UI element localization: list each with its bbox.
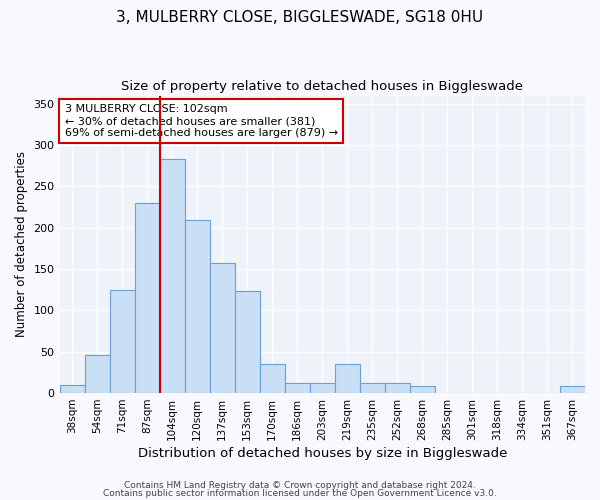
Text: Contains public sector information licensed under the Open Government Licence v3: Contains public sector information licen…	[103, 488, 497, 498]
Bar	[335, 364, 360, 393]
Y-axis label: Number of detached properties: Number of detached properties	[15, 152, 28, 338]
Bar	[185, 220, 209, 393]
Bar	[85, 355, 110, 393]
Bar	[285, 383, 310, 393]
Bar	[134, 203, 160, 393]
Bar	[310, 383, 335, 393]
Bar	[260, 364, 285, 393]
Text: 3, MULBERRY CLOSE, BIGGLESWADE, SG18 0HU: 3, MULBERRY CLOSE, BIGGLESWADE, SG18 0HU	[116, 10, 484, 25]
Bar	[360, 383, 385, 393]
Bar	[59, 385, 85, 393]
X-axis label: Distribution of detached houses by size in Biggleswade: Distribution of detached houses by size …	[137, 447, 507, 460]
Bar	[560, 386, 585, 393]
Bar	[110, 290, 134, 393]
Text: Contains HM Land Registry data © Crown copyright and database right 2024.: Contains HM Land Registry data © Crown c…	[124, 481, 476, 490]
Bar	[235, 290, 260, 393]
Text: 3 MULBERRY CLOSE: 102sqm
← 30% of detached houses are smaller (381)
69% of semi-: 3 MULBERRY CLOSE: 102sqm ← 30% of detach…	[65, 104, 338, 138]
Title: Size of property relative to detached houses in Biggleswade: Size of property relative to detached ho…	[121, 80, 523, 93]
Bar	[410, 386, 435, 393]
Bar	[160, 159, 185, 393]
Bar	[385, 383, 410, 393]
Bar	[209, 264, 235, 393]
